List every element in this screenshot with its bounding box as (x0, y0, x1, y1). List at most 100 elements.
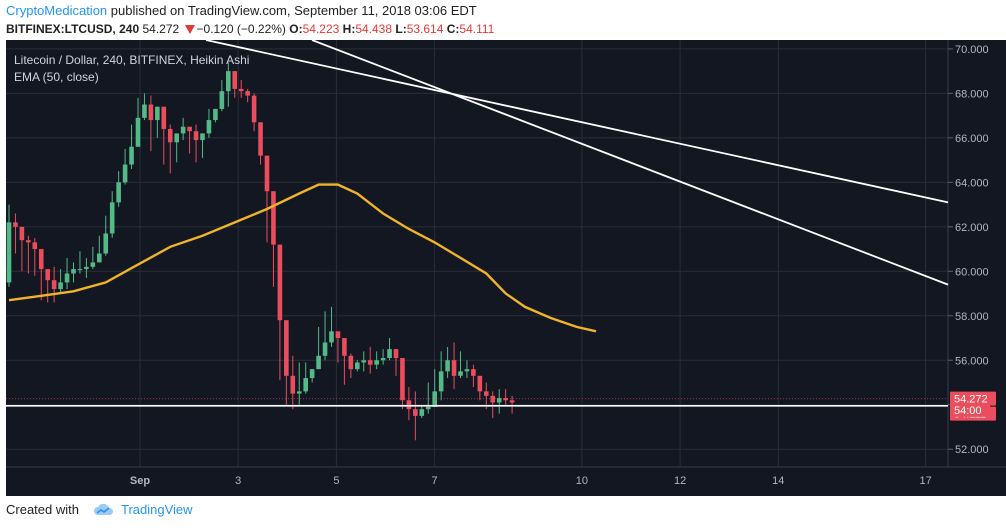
overlay-lines (6, 40, 949, 407)
y-tick-label: 68.000 (955, 88, 989, 100)
candle-body (380, 358, 386, 361)
price-tag-label: 54:00 (954, 405, 982, 417)
low-value: 53.614 (406, 22, 444, 36)
candle-body (148, 104, 154, 121)
candle-body (355, 362, 360, 370)
candle-body (167, 128, 173, 143)
candle-body (374, 360, 379, 365)
close-value: 54.111 (459, 22, 495, 36)
candle-body (271, 191, 276, 245)
price-tag-bg (950, 391, 996, 406)
price-change: −0.120 (−0.22%) (196, 22, 286, 36)
candle-body (284, 320, 289, 376)
low-label: L: (395, 22, 407, 36)
tradingview-brand: TradingView (120, 502, 193, 517)
candle-body (187, 126, 192, 132)
x-tick-label: 3 (235, 475, 241, 487)
candle-body (290, 375, 296, 394)
candle-body (122, 164, 128, 183)
grid-lines (6, 40, 953, 467)
candle-body (484, 391, 489, 396)
candle-body (503, 398, 508, 401)
price-chart[interactable]: 52.00054.00056.00058.00060.00062.00064.0… (0, 40, 1006, 496)
y-tick-label: 64.000 (955, 177, 989, 189)
candle-body (135, 117, 141, 147)
trendline-lower (311, 40, 949, 286)
x-tick-label: 7 (432, 475, 438, 487)
candle-body (419, 409, 425, 416)
candle-body (213, 108, 218, 121)
x-tick-label: 14 (772, 475, 784, 487)
high-value: 54.438 (355, 22, 393, 36)
high-label: H: (342, 22, 356, 36)
candle-body (161, 106, 167, 129)
candle-body (51, 280, 57, 290)
tradingview-link[interactable]: TradingView (93, 502, 193, 517)
candle-body (400, 358, 405, 401)
symbol-line: BITFINEX:LTCUSD, 240 54.272 −0.120 (−0.2… (6, 22, 494, 36)
candle-body (97, 253, 102, 263)
candle-body (496, 398, 502, 403)
candle-body (58, 282, 63, 290)
candle-body (277, 244, 283, 321)
y-tick-label: 52.000 (955, 444, 989, 456)
legend-ema: EMA (50, close) (14, 70, 99, 84)
last-price: 54.272 (142, 22, 180, 36)
candle-body (296, 391, 302, 394)
candle-body (84, 266, 89, 270)
publish-line: CryptoMedication published on TradingVie… (6, 3, 477, 18)
candle-body (180, 126, 186, 134)
candle-body (193, 131, 199, 141)
candle-body (445, 360, 450, 372)
x-tick-label: 10 (576, 475, 588, 487)
x-tick-labels: Sep 3 5 7 10 12 14 17 (130, 475, 932, 487)
candle-body (309, 369, 315, 379)
candle-body (142, 104, 147, 118)
candle-body (116, 182, 121, 203)
candle-body (251, 95, 257, 123)
candle-body (393, 349, 399, 359)
y-tick-label: 62.000 (955, 222, 989, 234)
candle-body (335, 331, 341, 339)
candle-body (329, 331, 334, 343)
x-tick-label: 17 (919, 475, 931, 487)
trendline-upper (205, 40, 949, 204)
candle-body (348, 355, 354, 370)
candle-body (406, 400, 412, 410)
candle-body (32, 242, 38, 250)
candle-body (64, 273, 70, 283)
candle-body (232, 71, 238, 89)
candle-body (206, 120, 212, 134)
candle-body (361, 360, 367, 363)
candle-body (438, 371, 444, 392)
time-axis[interactable] (6, 467, 1006, 496)
footer: Created with TradingView (6, 502, 193, 517)
open-value: 54.223 (302, 22, 340, 36)
price-tag-bg (950, 402, 990, 417)
y-tick-label: 70.000 (955, 44, 989, 56)
ema-line (8, 183, 597, 333)
tradingview-logo-icon (93, 503, 114, 515)
candle-body (387, 349, 392, 359)
author-link[interactable]: CryptoMedication (6, 3, 108, 18)
candle-body (219, 91, 225, 109)
candle-body (322, 342, 328, 356)
candle-body (432, 391, 437, 407)
candle-body (129, 146, 134, 165)
candle-body (71, 269, 76, 274)
candle-body (6, 222, 12, 283)
x-tick-label: Sep (130, 475, 150, 487)
candle-body (19, 226, 25, 241)
y-tick-label: 66.000 (955, 133, 989, 145)
candle-body (509, 400, 515, 403)
candles (6, 62, 515, 441)
candle-body (13, 222, 18, 227)
y-tick-label: 60.000 (955, 266, 989, 278)
candle-body (245, 91, 250, 96)
candle-body (490, 395, 496, 403)
candle-body (303, 378, 308, 392)
candle-body (155, 106, 160, 121)
x-tick-label: 5 (333, 475, 339, 487)
price-tag-label: 54.272 (954, 394, 988, 406)
